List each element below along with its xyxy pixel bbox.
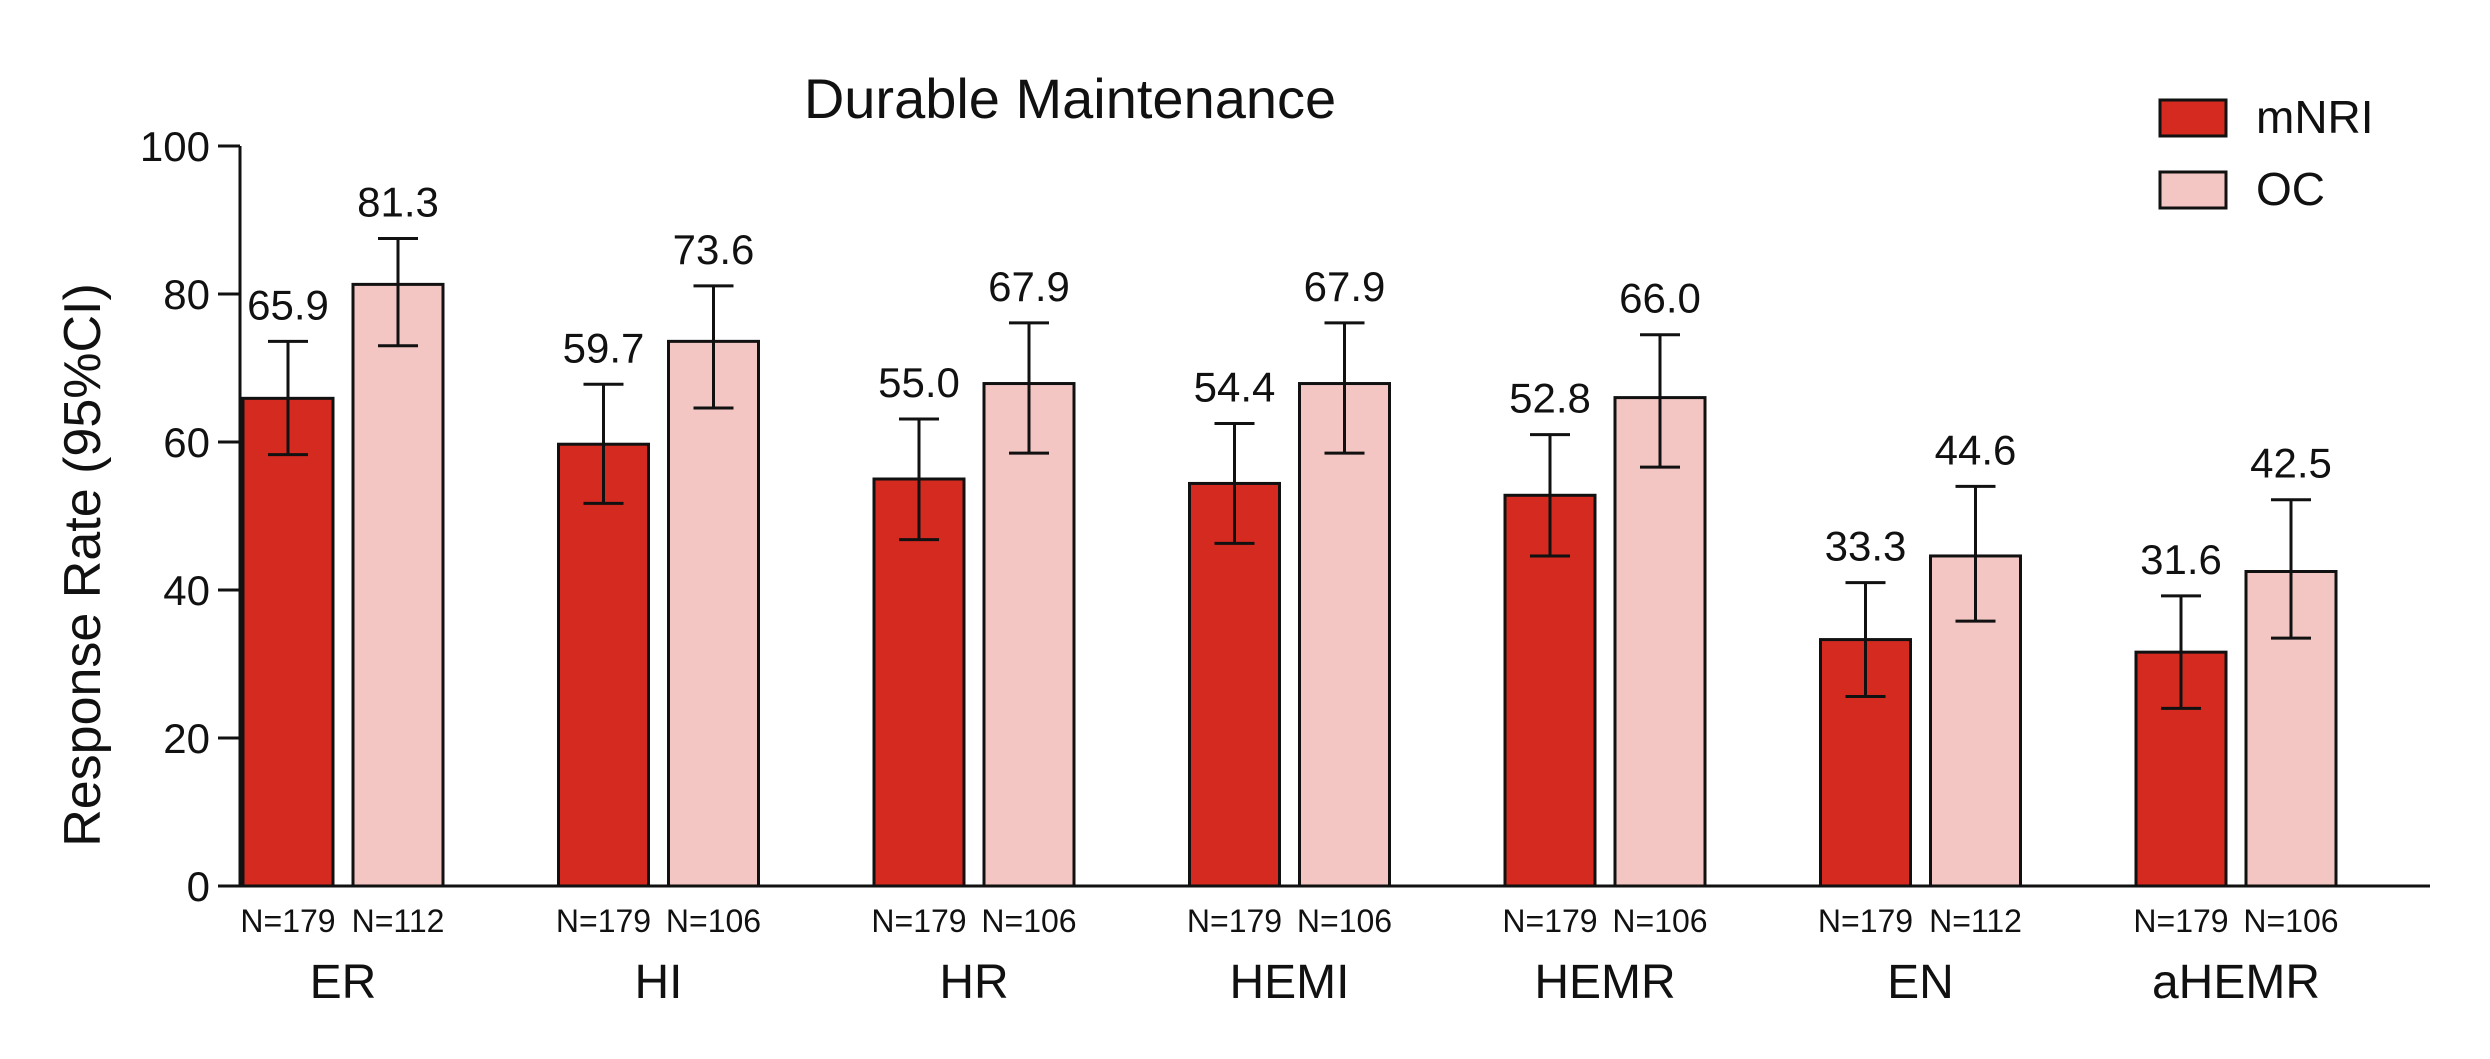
bar-mnri [872, 477, 966, 888]
x-tick-label: HI [635, 956, 683, 1009]
data-label: 31.6 [2140, 536, 2222, 583]
n-label: N=179 [1187, 903, 1282, 939]
legend: mNRI OC [2158, 91, 2374, 215]
data-label: 81.3 [357, 179, 439, 226]
y-tick-label: 80 [163, 271, 210, 318]
y-tick-label: 40 [163, 567, 210, 614]
legend-swatch-oc [2158, 170, 2228, 210]
bar-mnri [1188, 481, 1281, 888]
y-tick-label: 60 [163, 419, 210, 466]
x-tick-label: HR [939, 956, 1008, 1009]
x-tick-label: EN [1887, 956, 1954, 1009]
data-label: 54.4 [1194, 364, 1276, 411]
bar-oc [1613, 396, 1707, 888]
legend-label: mNRI [2256, 91, 2374, 143]
legend-label: OC [2256, 163, 2325, 215]
x-tick-label: ER [310, 956, 377, 1009]
axes: 0 20 40 60 80 100 [140, 123, 2430, 910]
chart-title: Durable Maintenance [804, 67, 1336, 130]
bars-group: 65.9 N=179 81.3 N=112 ER 59.7 N=179 73.6 N=106 HI… [240, 179, 2338, 1010]
data-label: 65.9 [247, 281, 329, 328]
bar-mnri [1503, 493, 1597, 888]
n-label: N=179 [556, 903, 651, 939]
n-label: N=106 [1612, 903, 1707, 939]
n-label: N=106 [981, 903, 1076, 939]
n-label: N=179 [1502, 903, 1597, 939]
data-label: 33.3 [1825, 523, 1907, 570]
x-tick-label: HEMI [1230, 956, 1350, 1009]
data-label: 59.7 [563, 324, 645, 371]
n-label: N=106 [666, 903, 761, 939]
data-label: 67.9 [988, 263, 1070, 310]
y-axis-label: Response Rate (95%CI) [54, 283, 112, 847]
x-tick-label: aHEMR [2152, 956, 2320, 1009]
n-label: N=179 [1818, 903, 1913, 939]
bar-oc [982, 382, 1076, 888]
bar-mnri [241, 396, 335, 888]
data-label: 42.5 [2250, 440, 2332, 487]
data-label: 67.9 [1304, 263, 1386, 310]
bar-oc [667, 339, 760, 888]
n-label: N=179 [240, 903, 335, 939]
n-label: N=106 [1297, 903, 1392, 939]
y-tick-label: 100 [140, 123, 210, 170]
y-tick-label: 0 [187, 863, 210, 910]
legend-swatch-mnri [2158, 98, 2228, 138]
bar-oc [1298, 382, 1391, 888]
data-label: 73.6 [673, 226, 755, 273]
data-label: 55.0 [878, 359, 960, 406]
data-label: 52.8 [1509, 375, 1591, 422]
bar-oc [351, 282, 445, 888]
n-label: N=179 [871, 903, 966, 939]
n-label: N=179 [2133, 903, 2228, 939]
data-label: 66.0 [1619, 275, 1701, 322]
n-label: N=112 [352, 903, 445, 939]
data-label: 44.6 [1935, 426, 2017, 473]
bar-mnri [557, 442, 650, 888]
n-label: N=112 [1929, 903, 2022, 939]
y-tick-label: 20 [163, 715, 210, 762]
n-label: N=106 [2243, 903, 2338, 939]
x-tick-label: HEMR [1534, 956, 1675, 1009]
